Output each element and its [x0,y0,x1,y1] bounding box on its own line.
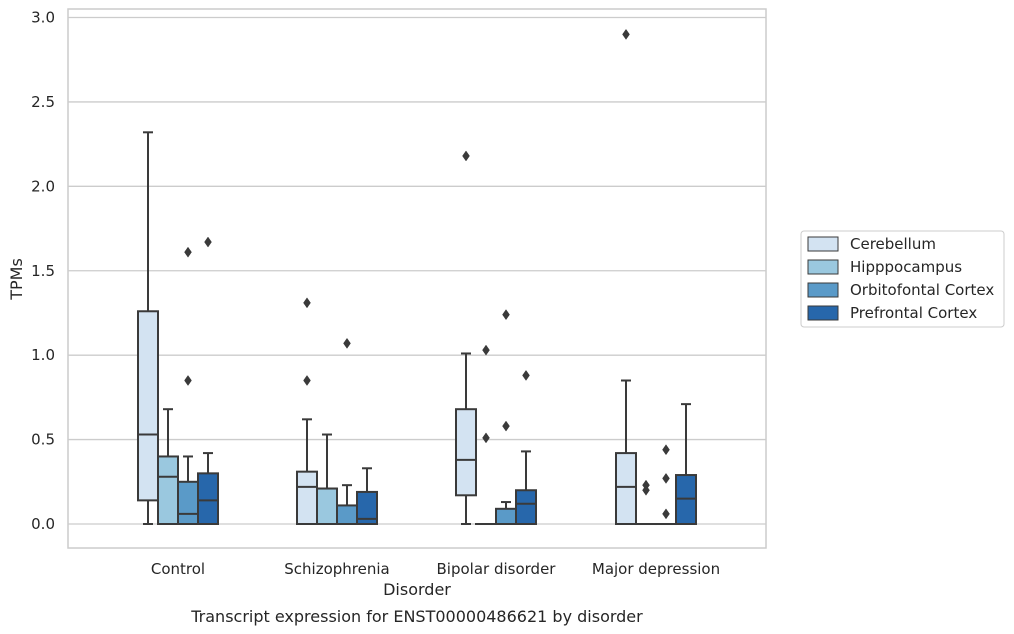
y-tick-label: 2.0 [31,177,55,195]
box-body [495,507,517,525]
box-body [137,310,159,502]
outlier-point [184,246,192,258]
legend-swatch [807,236,839,252]
outlier-point [204,236,212,248]
legend-label: Cerebellum [850,235,936,253]
box-body [316,487,338,526]
boxes [137,28,697,526]
outlier-point [184,375,192,386]
legend-label: Orbitofontal Cortex [850,281,994,299]
y-tick-label: 2.5 [31,93,55,111]
box-cerebellum-control [137,131,159,525]
y-axis-title: TPMs [7,258,26,301]
y-tick-label: 0.0 [31,515,55,533]
x-axis-title: Disorder [383,580,451,599]
box-prefrontal-cortex-control [197,236,219,526]
box-cerebellum-schizophrenia [296,297,318,525]
box-cerebellum-bipolar-disorder [455,150,477,525]
outlier-point [462,150,470,162]
box-body [336,504,358,526]
legend-swatch [807,259,839,275]
outlier-point [482,344,490,356]
box-body [515,489,537,526]
outlier-point [662,444,670,456]
box-hipppocampus-control [157,408,179,526]
outlier-point [482,432,490,444]
x-tick-labels: Control Schizophrenia Bipolar disorder Majo… [151,560,720,578]
box-body [197,472,219,526]
box-prefrontal-cortex-schizophrenia [356,467,378,525]
outlier-point [343,337,351,349]
box-hipppocampus-schizophrenia [316,433,338,526]
box-body [615,452,637,525]
outlier-point [522,369,530,381]
outlier-point [642,479,650,491]
outlier-point [662,508,670,520]
y-tick-label: 1.0 [31,346,55,364]
legend: Cerebellum Hipppocampus Orbitofontal Corte… [800,230,1005,328]
box-orbitofontal-cortex-bipolar-disorder [495,309,517,525]
plot-frame [67,8,767,549]
legend-frame [800,230,1005,328]
box-orbitofontal-cortex-control [177,246,199,525]
y-tick-label: 0.5 [31,431,55,449]
box-body [177,480,199,525]
chart-caption: Transcript expression for ENST0000048662… [190,607,643,626]
box-orbitofontal-cortex-major-depression [655,444,677,526]
outlier-point [502,420,510,432]
y-tick-label: 3.0 [31,9,55,27]
box-hipppocampus-bipolar-disorder [475,344,497,526]
y-tick-labels: 0.0 0.5 1.0 1.5 2.0 2.5 3.0 [31,9,55,534]
grid-lines [68,16,766,525]
outlier-point [622,28,630,40]
legend-label: Prefrontal Cortex [850,304,977,322]
box-prefrontal-cortex-major-depression [675,403,697,525]
box-prefrontal-cortex-bipolar-disorder [515,369,537,526]
legend-swatch [807,305,839,321]
y-tick-label: 1.5 [31,262,55,280]
outlier-point [303,297,311,309]
box-hipppocampus-major-depression [635,479,657,526]
outlier-point [502,309,510,321]
box-body [296,470,318,525]
x-tick-label: Bipolar disorder [437,560,557,578]
box-cerebellum-major-depression [615,28,637,525]
x-tick-label: Major depression [592,560,720,578]
legend-label: Hipppocampus [850,258,962,276]
outlier-point [303,375,311,386]
x-tick-label: Schizophrenia [284,560,389,578]
box-orbitofontal-cortex-schizophrenia [336,337,358,526]
x-tick-label: Control [151,560,205,578]
outlier-point [662,472,670,484]
box-body [157,455,179,526]
legend-swatch [807,282,839,298]
box-body [455,408,477,497]
box-body [356,490,378,525]
